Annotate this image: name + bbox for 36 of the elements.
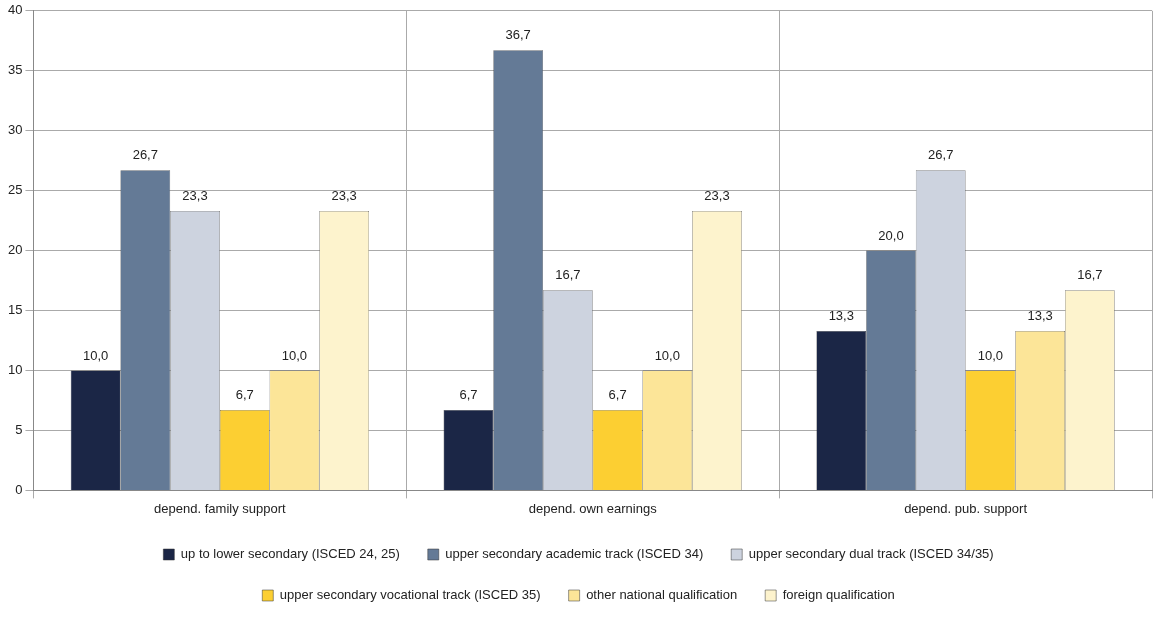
y-tick-label: 15 — [7, 302, 23, 318]
data-label: 13,3 — [828, 308, 854, 324]
legend-label: up to lower secondary (ISCED 24, 25) — [180, 546, 400, 562]
legend-label: foreign qualification — [782, 587, 895, 603]
data-label: 10,0 — [654, 347, 680, 363]
data-label: 16,7 — [555, 267, 581, 283]
data-label: 10,0 — [82, 347, 109, 363]
data-label: 23,3 — [182, 188, 208, 204]
data-label: 6,7 — [459, 387, 478, 403]
data-label: 20,0 — [878, 227, 904, 243]
y-tick-label: 10 — [7, 362, 23, 378]
y-tick-label: 35 — [7, 62, 23, 78]
data-label: 10,0 — [977, 347, 1004, 363]
legend-label: other national qualification — [586, 587, 738, 603]
y-tick-label: 5 — [15, 422, 23, 438]
data-label: 13,3 — [1027, 308, 1053, 324]
y-tick-label: 30 — [7, 122, 23, 138]
y-tick-label: 20 — [7, 242, 23, 258]
legend-label: upper secondary dual track (ISCED 34/35) — [748, 546, 994, 562]
y-tick-label: 25 — [7, 182, 23, 198]
data-label: 26,7 — [928, 147, 954, 163]
x-tick-label: depend. family support — [154, 500, 287, 516]
data-label: 10,0 — [281, 347, 308, 363]
y-tick-label: 0 — [15, 481, 23, 497]
legend-label: upper secondary vocational track (ISCED 35) — [279, 587, 541, 603]
x-tick-label: depend. pub. support — [904, 500, 1028, 516]
data-label: 23,3 — [704, 188, 730, 204]
legend-label: upper secondary academic track (ISCED 34) — [445, 546, 704, 562]
x-tick-label: depend. own earnings — [528, 500, 658, 516]
data-label: 6,7 — [235, 387, 254, 403]
data-label: 16,7 — [1077, 267, 1103, 283]
data-label: 26,7 — [132, 147, 158, 163]
data-label: 36,7 — [505, 27, 531, 43]
data-label: 23,3 — [331, 188, 357, 204]
data-label: 6,7 — [608, 387, 627, 403]
y-tick-label: 40 — [7, 2, 23, 18]
